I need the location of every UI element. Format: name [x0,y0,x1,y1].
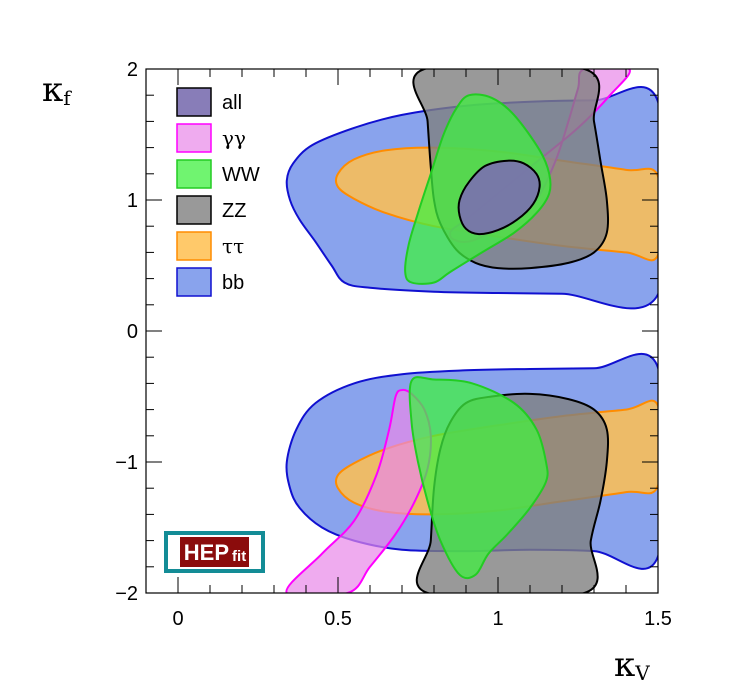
legend-swatch-zz [176,195,212,225]
region-all-1 [457,159,541,236]
legend-label-gammagamma: γγ [222,126,246,150]
legend: all γγ WW ZZ ττ bb [176,87,260,297]
region-ww-2 [408,376,549,580]
x-tick-label: 0 [172,608,183,630]
logo-main-text: HEP [183,540,230,565]
legend-label-tautau: ττ [222,234,244,258]
x-tick-label: 1 [492,608,503,630]
x-tick-label: 1.5 [644,608,672,630]
hepfit-logo: HEP fit [164,531,265,573]
y-tick-label: 0 [127,321,138,343]
legend-swatch-bb [176,267,212,297]
y-tick-label: −1 [115,452,138,474]
x-tick-label: 0.5 [324,608,352,630]
legend-label-bb: bb [222,272,244,294]
legend-label-zz: ZZ [222,200,246,222]
y-axis-title: κf [42,70,72,110]
logo-sub-text: fit [232,548,247,565]
y-tick-label: 2 [127,59,138,81]
legend-swatch-tautau [176,231,212,261]
legend-swatch-ww [176,159,212,189]
y-tick-label: 1 [127,190,138,212]
confidence-regions [285,69,658,593]
y-tick-label: −2 [115,583,138,605]
legend-label-all: all [222,92,242,114]
hepfit-logo-box: HEP fit [179,537,250,567]
legend-swatch-all [176,87,212,117]
axis-ticks [145,68,659,594]
legend-swatch-gammagamma [176,123,212,153]
legend-label-ww: WW [222,164,260,186]
x-axis-title: κV [614,645,650,685]
axis-tick-labels: 0 0.5 1 1.5 −2 −1 0 1 2 [115,59,672,630]
